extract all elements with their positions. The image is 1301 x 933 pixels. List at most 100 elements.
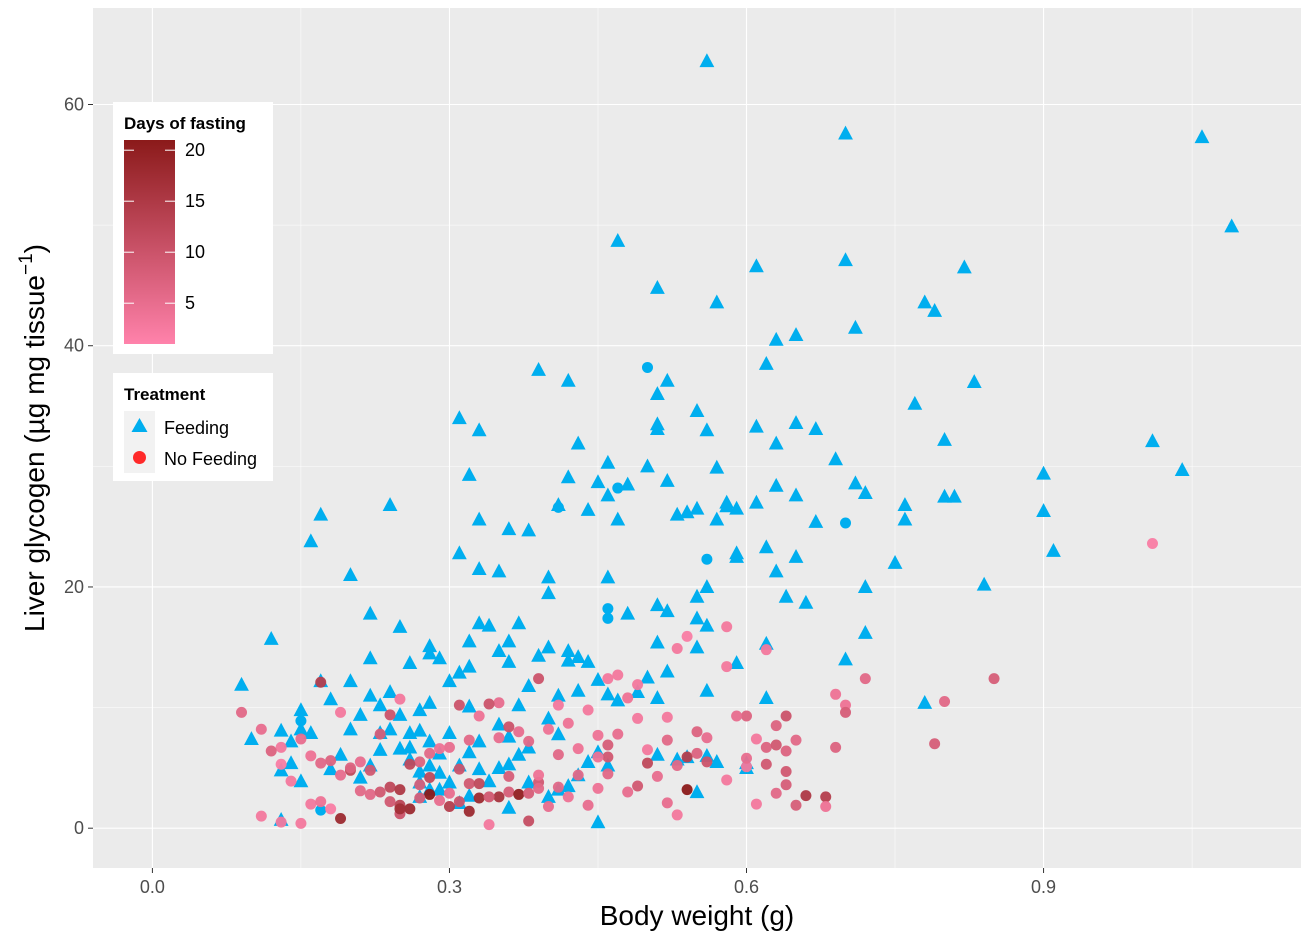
data-point-feeding-triangle bbox=[699, 422, 715, 437]
data-point-feeding-triangle bbox=[1036, 503, 1051, 518]
data-point-no-feeding bbox=[414, 779, 426, 791]
data-point-no-feeding bbox=[533, 769, 545, 781]
data-point-feeding-triangle bbox=[541, 569, 556, 584]
data-point-no-feeding bbox=[770, 739, 782, 751]
data-point-feeding-triangle bbox=[937, 432, 952, 446]
data-point-feeding-triangle bbox=[511, 615, 527, 630]
data-point-feeding-triangle bbox=[570, 435, 586, 450]
data-point-feeding-triangle bbox=[402, 739, 418, 754]
y-axis-title: Liver glycogen (µg mg tissue−1) bbox=[16, 244, 50, 632]
data-point-no-feeding bbox=[1146, 538, 1158, 550]
data-point-no-feeding bbox=[414, 792, 426, 804]
x-tick-label: 0.6 bbox=[734, 877, 759, 897]
data-point-feeding-triangle bbox=[293, 702, 309, 717]
data-point-feeding-triangle bbox=[343, 567, 358, 581]
plot-panel bbox=[93, 8, 1301, 868]
data-point-no-feeding bbox=[820, 791, 832, 803]
data-point-feeding-triangle bbox=[709, 754, 725, 768]
data-point-no-feeding bbox=[533, 673, 545, 685]
data-point-feeding-triangle bbox=[461, 744, 477, 759]
data-point-no-feeding bbox=[750, 733, 762, 745]
data-point-feeding-circle bbox=[602, 612, 614, 624]
data-point-feeding-triangle bbox=[689, 610, 705, 625]
data-point-feeding-triangle bbox=[1036, 465, 1051, 480]
data-point-feeding-triangle bbox=[372, 697, 388, 712]
data-point-feeding-circle bbox=[641, 361, 653, 373]
data-point-feeding-triangle bbox=[432, 650, 447, 665]
data-point-feeding-triangle bbox=[244, 731, 259, 746]
data-point-feeding-triangle bbox=[838, 125, 853, 140]
data-point-feeding-circle bbox=[612, 482, 624, 494]
data-point-feeding-triangle bbox=[758, 690, 774, 705]
data-point-no-feeding bbox=[404, 803, 416, 815]
data-point-no-feeding bbox=[770, 720, 782, 732]
data-point-feeding-triangle bbox=[471, 511, 487, 526]
data-point-feeding-triangle bbox=[442, 774, 457, 789]
data-point-no-feeding bbox=[671, 642, 683, 654]
data-point-no-feeding bbox=[364, 788, 376, 800]
data-point-no-feeding bbox=[275, 816, 287, 828]
data-point-feeding-triangle bbox=[323, 691, 339, 706]
data-points bbox=[234, 53, 1240, 831]
data-point-no-feeding bbox=[374, 786, 386, 798]
legend-fasting-title: Days of fasting bbox=[124, 114, 246, 133]
data-point-feeding-circle bbox=[701, 553, 713, 565]
data-point-feeding-triangle bbox=[471, 422, 487, 437]
data-point-feeding-triangle bbox=[303, 533, 319, 548]
data-point-no-feeding bbox=[790, 734, 802, 746]
data-point-no-feeding bbox=[255, 723, 267, 735]
data-point-no-feeding bbox=[988, 673, 1000, 685]
data-point-feeding-triangle bbox=[352, 769, 368, 784]
data-point-no-feeding bbox=[641, 757, 653, 769]
data-point-feeding-triangle bbox=[808, 514, 824, 528]
data-point-feeding-triangle bbox=[412, 702, 428, 717]
data-point-no-feeding bbox=[830, 688, 842, 700]
data-point-feeding-triangle bbox=[461, 466, 477, 481]
data-point-no-feeding bbox=[721, 661, 733, 673]
data-point-no-feeding bbox=[463, 778, 475, 790]
data-point-no-feeding bbox=[681, 751, 693, 763]
data-point-no-feeding bbox=[483, 791, 495, 803]
data-point-feeding-triangle bbox=[689, 500, 705, 515]
data-point-feeding-circle bbox=[295, 715, 307, 727]
data-point-feeding-triangle bbox=[699, 682, 715, 697]
data-point-feeding-triangle bbox=[828, 451, 844, 466]
data-point-no-feeding bbox=[681, 784, 693, 796]
x-axis-title: Body weight (g) bbox=[600, 900, 795, 931]
data-point-feeding-triangle bbox=[580, 501, 596, 516]
data-point-no-feeding bbox=[394, 803, 406, 815]
data-point-no-feeding bbox=[463, 805, 475, 817]
data-point-feeding-triangle bbox=[857, 624, 873, 639]
data-point-feeding-triangle bbox=[362, 687, 378, 702]
data-point-no-feeding bbox=[552, 749, 564, 761]
x-axis-ticks: 0.0 0.3 0.6 0.9 bbox=[140, 868, 1056, 897]
data-point-no-feeding bbox=[592, 729, 604, 741]
data-point-feeding-triangle bbox=[451, 545, 467, 560]
data-point-no-feeding bbox=[493, 732, 505, 744]
data-point-no-feeding bbox=[335, 813, 347, 825]
data-point-no-feeding bbox=[681, 630, 693, 642]
data-point-feeding-triangle bbox=[531, 647, 546, 662]
data-point-feeding-triangle bbox=[451, 410, 467, 425]
data-point-no-feeding bbox=[523, 787, 535, 799]
data-point-feeding-triangle bbox=[649, 386, 665, 401]
data-point-feeding-triangle bbox=[887, 555, 903, 569]
data-point-feeding-triangle bbox=[976, 576, 992, 591]
data-point-no-feeding bbox=[384, 709, 396, 721]
data-point-no-feeding bbox=[275, 758, 287, 770]
data-point-no-feeding bbox=[830, 741, 842, 753]
data-point-no-feeding bbox=[315, 676, 327, 688]
data-point-feeding-triangle bbox=[788, 487, 804, 502]
data-point-feeding-triangle bbox=[1224, 218, 1240, 233]
data-point-no-feeding bbox=[750, 798, 762, 810]
data-point-feeding-triangle bbox=[709, 511, 725, 526]
data-point-no-feeding bbox=[800, 790, 812, 802]
data-point-feeding-triangle bbox=[689, 403, 705, 417]
data-point-no-feeding bbox=[443, 741, 455, 753]
data-point-no-feeding bbox=[513, 726, 525, 738]
data-point-feeding-triangle bbox=[382, 721, 398, 736]
data-point-no-feeding bbox=[622, 692, 634, 704]
data-point-no-feeding bbox=[651, 770, 663, 782]
data-point-feeding-triangle bbox=[560, 652, 576, 667]
